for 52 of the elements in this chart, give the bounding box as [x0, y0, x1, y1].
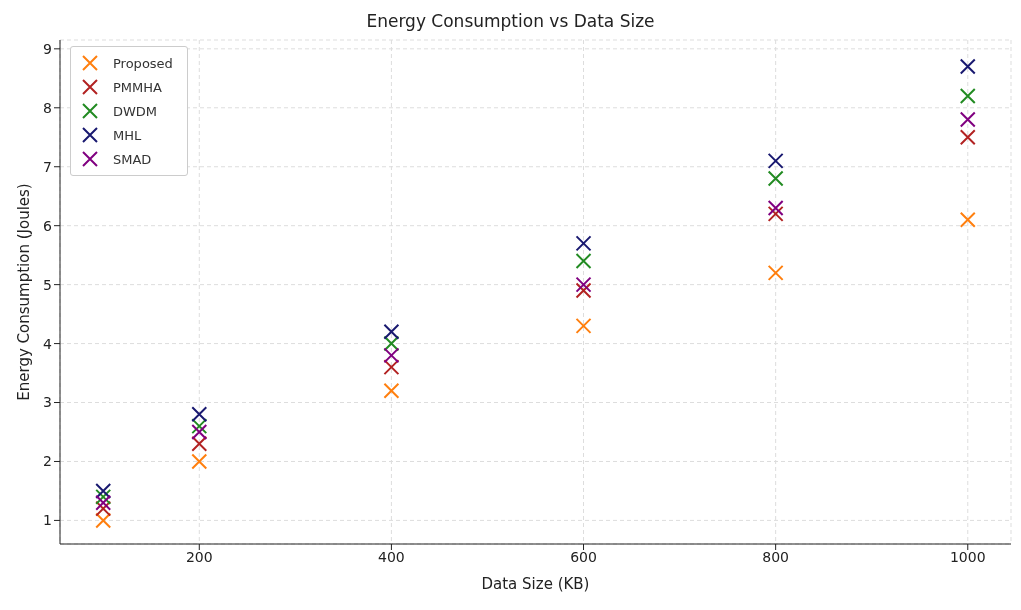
x-tick-label: 800 [762, 548, 790, 565]
point [383, 323, 400, 340]
point [959, 111, 976, 128]
point [767, 205, 784, 222]
y-tick-label: 3 [43, 394, 52, 411]
point [959, 88, 976, 104]
point [575, 276, 592, 293]
point [191, 406, 208, 423]
y-tick-label: 8 [43, 99, 52, 116]
legend-label: MHL [113, 127, 142, 143]
x-tick-label: 200 [185, 548, 213, 565]
point [191, 418, 208, 435]
y-tick-label: 2 [43, 453, 52, 470]
y-tick-label: 5 [43, 276, 52, 293]
legend-label: SMAD [113, 151, 152, 167]
legend-label: Proposed [113, 55, 173, 71]
point [575, 282, 592, 299]
point [95, 494, 112, 511]
point [575, 253, 592, 270]
point [959, 211, 976, 228]
point [767, 264, 784, 281]
point [95, 482, 112, 499]
y-tick-label: 6 [43, 217, 53, 234]
x-tick-label: 1000 [949, 548, 986, 565]
y-tick-label: 4 [43, 335, 53, 352]
x-tick-label: 400 [378, 548, 405, 565]
y-axis-title: Energy Consumption (Joules) [15, 183, 34, 401]
y-tick-label: 7 [43, 158, 52, 175]
point [767, 170, 784, 187]
point [959, 58, 976, 75]
legend-label: PMMHA [113, 79, 162, 95]
point [383, 382, 400, 399]
y-tick-label: 1 [43, 512, 52, 529]
point [95, 488, 112, 505]
x-axis-title: Data Size (KB) [481, 574, 590, 593]
point [191, 424, 208, 440]
point [959, 129, 976, 146]
chart-title: Energy Consumption vs Data Size [365, 10, 656, 33]
point [575, 317, 592, 334]
point [191, 435, 208, 452]
point [383, 347, 400, 364]
point [383, 359, 400, 376]
point [767, 200, 784, 216]
point [95, 512, 112, 529]
point [191, 453, 208, 470]
point [767, 152, 784, 169]
legend-label: DWDM [113, 103, 158, 119]
y-tick-label: 9 [43, 40, 52, 57]
point [383, 335, 400, 352]
point [575, 235, 592, 252]
point [95, 500, 112, 517]
x-tick-label: 600 [570, 548, 597, 565]
